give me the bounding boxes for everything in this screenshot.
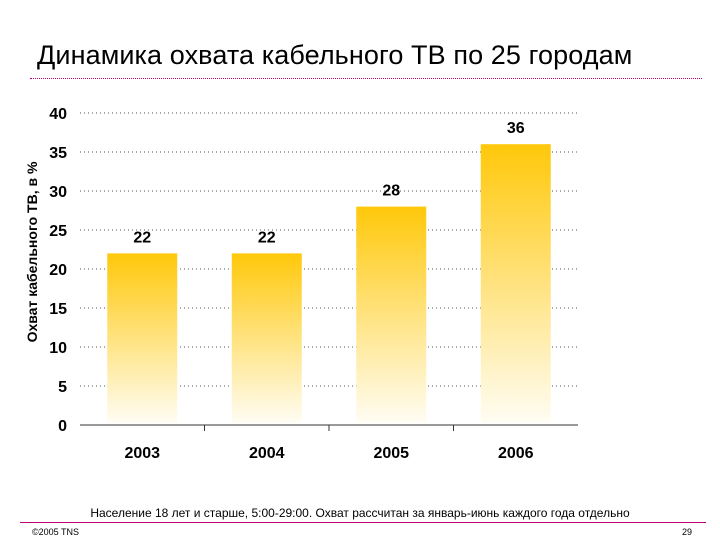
bar-2005	[356, 206, 427, 423]
bar-chart: 0 5 10 15 20 25 30 35 40 22 2003 22 2004 28 2005 36 2006…	[24, 106, 578, 462]
y-axis-title: Охват кабельного ТВ, в %	[24, 161, 40, 342]
value-label-2006: 36	[507, 120, 525, 137]
y-tick-label: 20	[49, 262, 67, 279]
y-tick-label: 30	[49, 184, 67, 201]
y-tick-label: 25	[49, 223, 67, 240]
bar-2004	[231, 253, 302, 423]
bar-2006	[480, 144, 551, 423]
x-tick-label-2005: 2005	[373, 445, 409, 462]
bar-2003	[107, 253, 178, 423]
x-tick-label-2004: 2004	[249, 445, 285, 462]
value-label-2004: 22	[258, 229, 276, 246]
slide-title: Динамика охвата кабельного ТВ по 25 горо…	[37, 40, 633, 70]
y-tick-label: 35	[49, 145, 67, 162]
y-tick-label: 15	[49, 301, 67, 318]
footnote: Население 18 лет и старше, 5:00-29:00. О…	[90, 506, 630, 520]
title-divider	[30, 78, 702, 80]
page-number: 29	[681, 527, 692, 537]
value-label-2003: 22	[133, 229, 151, 246]
y-tick-label: 10	[49, 340, 67, 357]
x-tick-label-2003: 2003	[124, 445, 160, 462]
footer-divider	[20, 522, 706, 523]
value-label-2005: 28	[382, 183, 400, 200]
y-tick-label: 5	[58, 379, 67, 396]
copyright: ©2005 TNS	[32, 527, 79, 537]
x-tick-label-2006: 2006	[498, 445, 534, 462]
y-tick-label: 40	[49, 106, 67, 123]
y-tick-label: 0	[58, 418, 67, 435]
